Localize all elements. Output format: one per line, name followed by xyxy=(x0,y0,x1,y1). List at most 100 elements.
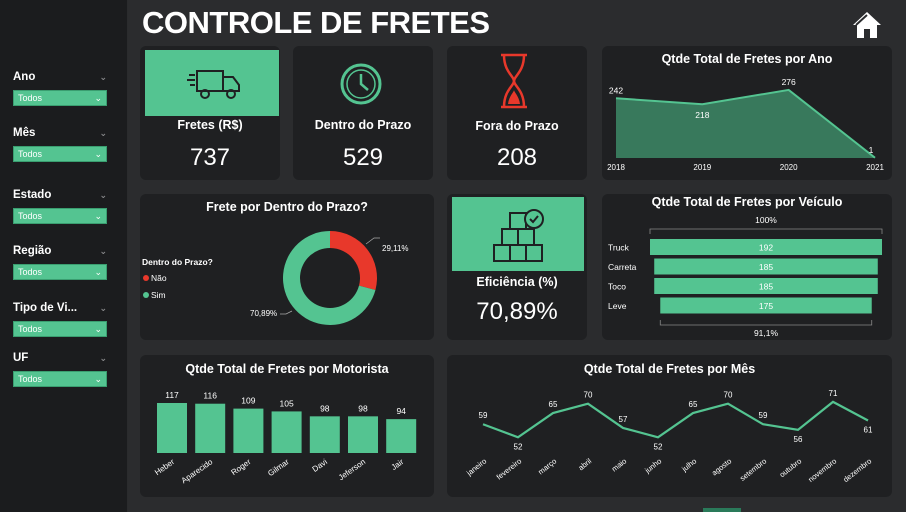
motorista-bar xyxy=(233,408,264,453)
filter-sidebar: Ano ⌄ Todos ⌄ Mês ⌄ Todos ⌄ Estado ⌄ Todos ⌄ R… xyxy=(0,0,128,512)
chart-veiculo-svg: 100% 192 Truck 185 Carreta 185 Toco 175 Leve 91,1… xyxy=(608,215,883,338)
month-line xyxy=(482,400,869,439)
chevron-down-icon[interactable]: ⌄ xyxy=(99,303,107,313)
x-tick-label: 2018 xyxy=(607,163,625,172)
chart-ano-card: Qtde Total de Fretes por Ano 242 2018 218 2… xyxy=(602,46,892,180)
motorista-bar xyxy=(348,416,378,453)
data-label: 218 xyxy=(695,110,709,120)
funnel-bar xyxy=(650,239,882,255)
point-label: 70 xyxy=(724,391,733,400)
x-tick-label: Aparecido xyxy=(180,457,215,485)
data-label: 242 xyxy=(609,85,623,95)
slice-label: 70,89% xyxy=(250,309,277,318)
x-tick-label: 2020 xyxy=(780,163,798,172)
chevron-down-icon: ⌄ xyxy=(94,324,102,334)
boxes-check-icon xyxy=(493,209,544,262)
funnel-category: Truck xyxy=(608,243,630,253)
chevron-down-icon[interactable]: ⌄ xyxy=(99,72,107,82)
filter-label: Ano xyxy=(13,71,36,83)
funnel-bar xyxy=(654,258,878,275)
legend-item-nao[interactable]: Não xyxy=(143,273,167,283)
point-label: 59 xyxy=(479,411,488,420)
filter-uf-select[interactable]: Todos ⌄ xyxy=(13,371,107,387)
bracket xyxy=(659,320,873,326)
chart-motorista-svg: 117 Heber 116 Aparecido 109 Roger 105 Gilmar 98 D… xyxy=(153,390,417,485)
point-label: 59 xyxy=(759,411,768,420)
area-line xyxy=(615,88,876,159)
filter-estado-select[interactable]: Todos ⌄ xyxy=(13,208,107,224)
bar-value-label: 98 xyxy=(358,403,368,413)
page-tab-indicator[interactable] xyxy=(703,508,741,512)
x-tick-label: Jeferson xyxy=(337,457,367,482)
home-icon[interactable] xyxy=(851,10,883,40)
funnel-value: 192 xyxy=(759,243,773,253)
funnel-value: 175 xyxy=(759,301,773,311)
leader-line xyxy=(280,310,293,315)
chart-motorista-card: Qtde Total de Fretes por Motorista 117 He… xyxy=(140,355,434,497)
kpi-eficiencia-icon-box xyxy=(452,197,584,271)
legend-dot xyxy=(143,275,149,281)
kpi-fretes-icon-box xyxy=(145,50,279,116)
filter-label: Região xyxy=(13,245,52,257)
point-label: 61 xyxy=(864,426,873,435)
motorista-bar xyxy=(271,411,302,453)
x-tick-label: Davi xyxy=(311,457,329,474)
chart-prazo-title: Frete por Dentro do Prazo? xyxy=(206,200,368,214)
kpi-dentro-label: Dentro do Prazo xyxy=(314,118,412,132)
filter-mes: Mês ⌄ Todos ⌄ xyxy=(13,125,107,162)
x-tick-label: 2019 xyxy=(693,163,711,172)
filter-ano-select[interactable]: Todos ⌄ xyxy=(13,90,107,106)
motorista-bar xyxy=(309,416,340,453)
x-tick-label: julho xyxy=(679,456,698,473)
chevron-down-icon: ⌄ xyxy=(94,149,102,159)
x-tick-label: Roger xyxy=(230,457,253,477)
filter-value: Todos xyxy=(18,324,43,334)
point-label: 56 xyxy=(794,435,803,444)
bar-value-label: 116 xyxy=(203,391,217,401)
motorista-bar xyxy=(195,403,226,453)
data-label: 276 xyxy=(782,77,796,87)
filter-value: Todos xyxy=(18,211,43,221)
x-tick-label: 2021 xyxy=(866,163,884,172)
chart-motorista-title: Qtde Total de Fretes por Motorista xyxy=(185,362,389,376)
point-label: 57 xyxy=(619,415,628,424)
bracket xyxy=(649,228,883,234)
chevron-down-icon[interactable]: ⌄ xyxy=(99,190,107,200)
kpi-fora-card: Fora do Prazo 208 xyxy=(447,46,587,180)
kpi-eficiencia-value: 70,89% xyxy=(476,298,558,325)
funnel-bottom-label: 91,1% xyxy=(754,328,779,338)
filter-estado: Estado ⌄ Todos ⌄ xyxy=(13,187,107,224)
filter-tipo-veiculo-select[interactable]: Todos ⌄ xyxy=(13,321,107,337)
chevron-down-icon: ⌄ xyxy=(94,374,102,384)
funnel-value: 185 xyxy=(759,262,773,272)
legend-item-sim[interactable]: Sim xyxy=(143,290,166,300)
chevron-down-icon: ⌄ xyxy=(94,267,102,277)
kpi-fretes-label: Fretes (R$) xyxy=(177,118,243,132)
kpi-eficiencia-label: Eficiência (%) xyxy=(476,275,558,289)
x-tick-label: Jair xyxy=(390,457,406,472)
chevron-down-icon: ⌄ xyxy=(94,211,102,221)
kpi-eficiencia-card: Eficiência (%) 70,89% xyxy=(447,194,587,340)
x-tick-label: maio xyxy=(610,456,628,473)
filter-mes-select[interactable]: Todos ⌄ xyxy=(13,146,107,162)
hourglass-icon xyxy=(501,53,527,109)
chart-mes-card: Qtde Total de Fretes por Mês 59 janeiro 52… xyxy=(447,355,892,497)
bar-value-label: 109 xyxy=(241,396,255,406)
x-tick-label: Heber xyxy=(153,457,176,477)
bar-value-label: 105 xyxy=(280,398,294,408)
point-label: 71 xyxy=(829,389,838,398)
filter-tipo-veiculo: Tipo de Vi... ⌄ Todos ⌄ xyxy=(13,300,107,337)
chevron-down-icon[interactable]: ⌄ xyxy=(99,128,107,138)
chevron-down-icon[interactable]: ⌄ xyxy=(99,246,107,256)
point-label: 52 xyxy=(514,442,523,451)
filter-regiao-select[interactable]: Todos ⌄ xyxy=(13,264,107,280)
chevron-down-icon[interactable]: ⌄ xyxy=(99,353,107,363)
funnel-bar xyxy=(660,297,872,314)
legend-title: Dentro do Prazo? xyxy=(142,257,213,267)
funnel-category: Leve xyxy=(608,301,627,311)
motorista-bar xyxy=(157,403,187,453)
chart-prazo-svg: 29,11% 70,89% xyxy=(250,231,409,325)
truck-icon xyxy=(187,70,240,99)
point-label: 65 xyxy=(689,400,698,409)
dashboard-main: CONTROLE DE FRETES Fretes (R$) 737 xyxy=(128,0,906,512)
